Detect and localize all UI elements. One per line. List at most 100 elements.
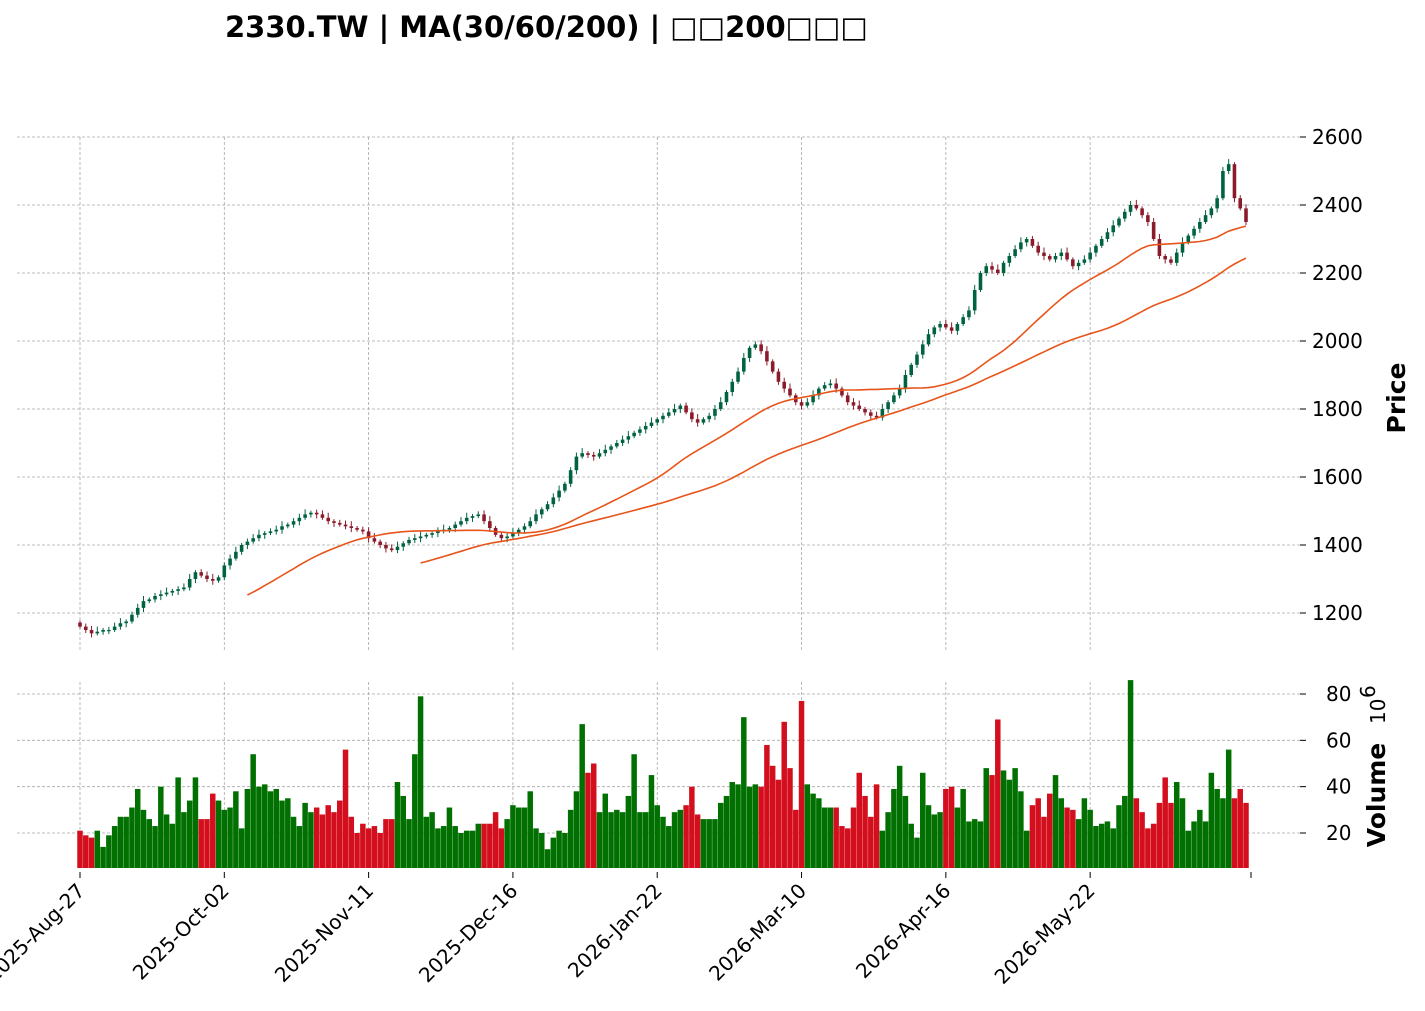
volume-bar	[1041, 816, 1047, 868]
volume-bar	[296, 826, 303, 868]
candle-body	[984, 266, 989, 273]
volume-bar	[590, 763, 597, 868]
candle-body	[978, 273, 983, 290]
volume-axis-label: Volume	[1362, 743, 1391, 848]
volume-bar	[342, 749, 349, 868]
candle-body	[222, 565, 227, 578]
candle-body	[713, 409, 717, 416]
candle-body	[869, 412, 873, 416]
volume-bar	[1197, 809, 1203, 868]
x-tick-label: 2025-Aug-27	[0, 879, 90, 987]
ma-60-line	[420, 257, 1247, 564]
candle-body	[1209, 208, 1214, 216]
candle-body	[187, 579, 192, 588]
candle-body	[747, 347, 752, 358]
candle-body	[1047, 256, 1052, 260]
candle-body	[401, 543, 406, 547]
volume-bar	[960, 788, 966, 868]
volume-bar	[469, 830, 476, 868]
candle-body	[153, 596, 157, 600]
candle-body	[413, 538, 417, 540]
candle-body	[1030, 239, 1035, 246]
volume-bar	[1168, 802, 1174, 868]
candle-body	[1059, 252, 1064, 256]
volume-bar	[88, 837, 95, 868]
candle-body	[949, 327, 954, 331]
volume-bar	[868, 816, 874, 868]
volume-bar	[966, 821, 972, 868]
candle-body	[1007, 256, 1012, 263]
volume-bar	[1185, 830, 1192, 868]
candle-body	[1192, 228, 1196, 236]
volume-bar	[1243, 802, 1249, 868]
volume-bar	[781, 721, 787, 868]
volume-bar	[464, 830, 470, 868]
volume-bar	[481, 823, 487, 868]
volume-bar	[971, 819, 978, 868]
candle-body	[349, 526, 354, 528]
candle-body	[89, 630, 94, 634]
volume-bar	[596, 812, 603, 868]
volume-bar	[475, 823, 482, 868]
candle-body	[407, 539, 411, 544]
candle-body	[967, 310, 971, 318]
volume-bar	[798, 700, 805, 868]
candle-body	[1134, 205, 1139, 209]
volume-bar	[1156, 802, 1163, 868]
candle-body	[920, 344, 925, 355]
volume-bar	[1058, 798, 1065, 868]
candle-body	[516, 529, 521, 534]
volume-bar	[371, 826, 378, 868]
candle-body	[765, 351, 769, 362]
candle-body	[759, 344, 763, 352]
volume-bar	[452, 826, 458, 868]
volume-bar	[666, 826, 672, 868]
volume-bar	[412, 754, 418, 868]
volume-bar	[1047, 793, 1053, 868]
price-grid	[17, 136, 1300, 614]
candle-body	[332, 521, 336, 523]
volume-bar	[77, 830, 83, 868]
volume-bar	[1104, 821, 1111, 868]
candle-body	[239, 545, 244, 552]
volume-bar	[793, 809, 799, 868]
candle-body	[661, 415, 665, 420]
volume-bar	[1214, 788, 1220, 868]
volume-bar	[1023, 830, 1030, 868]
volume-bar	[244, 788, 251, 868]
x-tick-label: 2026-Apr-16	[851, 879, 955, 983]
candle-body	[534, 514, 538, 522]
candle-body	[355, 528, 359, 530]
volume-bar	[896, 765, 903, 868]
volume-bar	[446, 807, 453, 868]
volume-bar	[319, 814, 326, 868]
volume-bar	[683, 805, 689, 868]
candle-body	[1128, 205, 1133, 212]
volume-bar	[758, 786, 764, 868]
volume-bar	[585, 772, 591, 868]
candle-body	[690, 412, 694, 420]
candle-body	[1071, 259, 1075, 267]
volume-y-ticks: 20 40 60 80	[1300, 682, 1351, 845]
volume-bar	[729, 782, 736, 868]
volume-bar	[1173, 782, 1180, 868]
candle-body	[1117, 218, 1121, 226]
x-tick-label: 2026-May-22	[990, 879, 1100, 989]
candle-body	[268, 531, 273, 534]
candle-body	[389, 548, 394, 551]
volume-exponent-value: 6	[1356, 685, 1380, 698]
candle-body	[482, 514, 486, 522]
candle-body	[430, 533, 434, 535]
candle-body	[649, 422, 654, 426]
volume-bar	[186, 800, 193, 868]
volume-bar	[1179, 798, 1186, 868]
candle-body	[817, 388, 821, 396]
price-tick-label: 2600	[1312, 125, 1363, 149]
volume-bar	[1237, 788, 1243, 868]
volume-bar	[146, 819, 153, 868]
volume-bar	[1191, 821, 1197, 868]
volume-bar	[527, 791, 533, 868]
candle-body	[961, 317, 965, 324]
candle-body	[216, 577, 221, 581]
candle-body	[182, 587, 186, 590]
